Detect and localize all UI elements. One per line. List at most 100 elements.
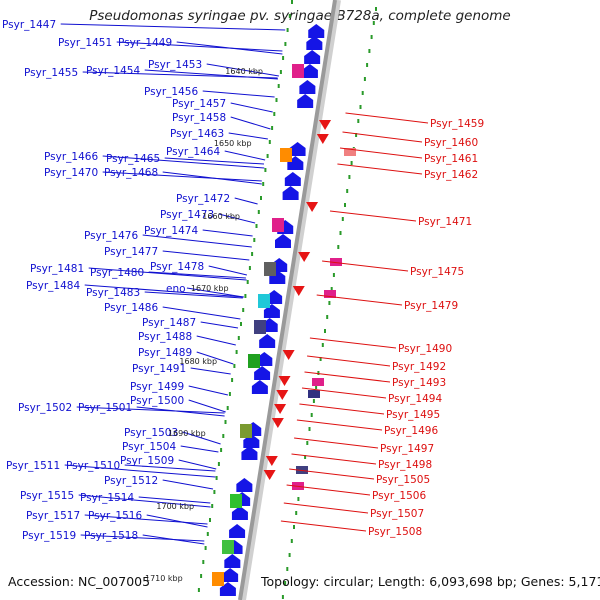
forward-gene-arrow: [222, 568, 239, 582]
tick-mark: [281, 595, 284, 599]
forward-label-line: [124, 464, 216, 472]
tick-mark: [306, 441, 309, 445]
reverse-label-line: [286, 484, 371, 496]
tick-mark: [357, 119, 360, 123]
tick-mark: [363, 77, 366, 81]
forward-label-line: [218, 213, 256, 224]
forward-gene-label: Psyr_1474: [144, 225, 198, 237]
forward-gene-label: Psyr_1454: [86, 65, 140, 77]
forward-gene-label: Psyr_1489: [138, 347, 192, 359]
forward-gene-arrow: [282, 186, 299, 200]
reverse-gene-label: Psyr_1498: [378, 459, 432, 471]
forward-gene-label: Psyr_1463: [170, 128, 224, 140]
forward-gene-arrow: [229, 524, 246, 538]
tick-mark: [222, 434, 225, 438]
reverse-gene-label: Psyr_1462: [424, 169, 478, 181]
forward-gene-arrow: [241, 446, 258, 460]
forward-gene-arrow: [266, 290, 283, 304]
forward-gene-arrow: [297, 94, 314, 108]
backbone-line: [238, 0, 337, 600]
forward-gene-label: Psyr_1484: [26, 280, 80, 292]
forward-label-line: [202, 229, 253, 237]
forward-label-line: [142, 234, 252, 248]
feature-block: [272, 218, 284, 232]
reverse-gene-arrow: [271, 418, 284, 428]
forward-label-line: [200, 321, 239, 329]
reverse-gene-arrow: [298, 252, 311, 262]
tick-mark: [255, 224, 258, 228]
reverse-label-line: [329, 210, 417, 222]
forward-gene-label: Psyr_1515: [20, 490, 74, 502]
feature-block: [254, 320, 266, 334]
tick-mark: [293, 525, 295, 529]
forward-gene-label: Psyr_1483: [86, 287, 140, 299]
tick-mark: [233, 364, 236, 368]
forward-gene-arrow: [256, 352, 273, 366]
tick-mark: [361, 91, 364, 95]
feature-block: [230, 494, 242, 508]
forward-label-line: [224, 150, 266, 161]
tick-mark: [220, 448, 223, 452]
forward-gene-arrow: [275, 234, 291, 248]
reverse-label-line: [345, 112, 429, 124]
forward-gene-arrow: [251, 380, 268, 394]
feature-blocks: [212, 24, 356, 596]
forward-gene-arrow: [254, 366, 271, 380]
forward-label-line: [182, 431, 221, 445]
tick-mark: [321, 343, 324, 347]
forward-label-line: [190, 367, 231, 375]
forward-label-line: [88, 267, 247, 281]
forward-gene-label: Psyr_1499: [130, 381, 184, 393]
tick-mark: [206, 532, 209, 536]
reverse-label-line: [299, 403, 385, 415]
reverse-label-line: [322, 260, 409, 272]
reverse-label-line: [294, 437, 379, 449]
tick-mark: [197, 588, 200, 592]
reverse-label-line: [296, 419, 383, 431]
forward-gene-arrow: [299, 80, 316, 94]
kbp-marks: 1640 kbp 1650 kbp 1660 kbp 1670 kbp 1680 kbp…: [145, 67, 263, 583]
tick-mark: [235, 350, 238, 354]
reverse-gene-label: Psyr_1459: [430, 118, 484, 130]
tick-mark: [339, 231, 342, 235]
tick-mark: [213, 490, 216, 494]
feature-block: [296, 466, 308, 474]
tick-mark: [288, 553, 291, 557]
forward-label-line: [162, 250, 250, 261]
feature-block: [308, 390, 320, 398]
tick-mark: [312, 399, 315, 403]
reverse-gene-label: Psyr_1494: [388, 393, 442, 405]
forward-gene-label: Psyr_1451: [58, 37, 112, 49]
tick-mark: [375, 7, 377, 11]
tick-mark: [211, 504, 214, 508]
tick-mark: [317, 371, 320, 375]
tick-mark: [228, 392, 231, 396]
kbp-label: 1650 kbp: [214, 139, 252, 148]
reverse-label-line: [304, 371, 391, 383]
forward-gene-label: Psyr_1500: [130, 395, 184, 407]
kbp-label: 1640 kbp: [225, 67, 263, 76]
reverse-gene-label: Psyr_1497: [380, 443, 434, 455]
forward-gene-label: Psyr_1512: [104, 475, 158, 487]
reverse-label-line: [291, 453, 377, 465]
feature-block: [292, 64, 304, 78]
tick-mark: [330, 287, 333, 291]
forward-label-line: [202, 90, 275, 98]
tick-mark: [271, 126, 274, 130]
forward-gene-label: Psyr_1514: [80, 492, 134, 504]
feature-block: [330, 258, 342, 266]
forward-gene-arrow: [304, 50, 321, 64]
tick-mark: [257, 210, 260, 214]
tick-mark: [291, 0, 293, 4]
tick-mark: [244, 294, 247, 298]
tick-mark: [260, 196, 262, 200]
forward-gene-label: Psyr_1510: [66, 460, 120, 472]
forward-label-line: [176, 41, 283, 55]
forward-gene-arrow: [236, 478, 253, 492]
reverse-label-line: [289, 468, 375, 480]
tick-mark: [253, 238, 256, 242]
tick-mark: [328, 301, 331, 305]
forward-label-line: [84, 284, 244, 298]
feature-block: [280, 148, 292, 162]
reverse-label-line: [337, 163, 423, 175]
